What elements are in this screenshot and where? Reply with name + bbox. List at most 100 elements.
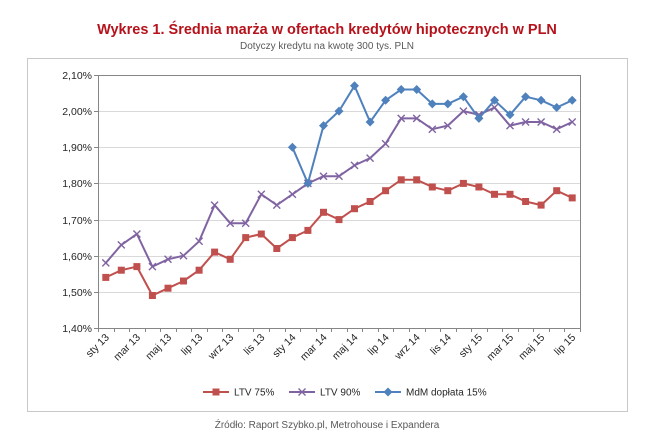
- y-tick-label: 1,70%: [62, 215, 92, 227]
- x-tick-label: lis 13: [242, 332, 268, 358]
- data-point-mdm-doplata-15: [427, 99, 437, 109]
- data-point-ltv-90: [443, 121, 452, 130]
- gridlines: [98, 75, 581, 329]
- data-point-ltv-90: [257, 190, 266, 199]
- data-point-ltv-90: [132, 230, 141, 238]
- data-point-ltv-75: [148, 292, 156, 299]
- data-point-ltv-90: [210, 201, 219, 210]
- data-point-ltv-90: [179, 251, 188, 260]
- data-point-ltv-75: [133, 263, 141, 271]
- data-point-mdm-doplata-15: [567, 95, 577, 105]
- data-point-ltv-90: [319, 172, 328, 181]
- source-note: Źródło: Raport Szybko.pl, Metrohouse i E…: [215, 418, 440, 431]
- data-point-ltv-75: [413, 176, 421, 184]
- data-point-ltv-90: [272, 201, 281, 210]
- data-point-ltv-90: [490, 103, 499, 112]
- data-point-ltv-75: [242, 234, 250, 242]
- data-point-ltv-90: [568, 118, 577, 126]
- y-tick-label: 1,50%: [62, 287, 92, 299]
- chart-subtitle: Dotyczy kredytu na kwotę 300 tys. PLN: [240, 41, 414, 52]
- legend-item-ltv-90: LTV 90%: [289, 388, 360, 399]
- series-line-ltv-90: [104, 106, 574, 268]
- y-tick-label: 1,40%: [62, 323, 92, 335]
- chart-title: Wykres 1. Średnia marża w ofertach kredy…: [97, 20, 557, 38]
- data-point-ltv-75: [506, 190, 514, 198]
- data-point-ltv-75: [568, 194, 576, 202]
- legend-marker: [212, 388, 220, 396]
- plot-area: [98, 75, 581, 329]
- data-point-mdm-doplata-15: [287, 142, 297, 152]
- data-point-ltv-90: [350, 161, 359, 170]
- data-point-ltv-90: [506, 121, 514, 130]
- legend-item-mdm-doplata-15: MdM dopłata 15%: [375, 387, 487, 399]
- data-point-ltv-90: [397, 114, 406, 123]
- y-tick-label: 1,80%: [62, 178, 92, 190]
- data-point-ltv-90: [288, 190, 297, 199]
- data-point-ltv-75: [226, 255, 234, 263]
- data-point-ltv-75: [180, 277, 187, 285]
- x-tick-label: maj 14: [330, 332, 361, 363]
- x-tick-label: lip 14: [365, 332, 391, 358]
- data-point-ltv-90: [459, 107, 468, 116]
- data-point-ltv-75: [288, 234, 296, 242]
- data-point-mdm-doplata-15: [552, 103, 562, 112]
- series: [101, 81, 577, 299]
- data-point-mdm-doplata-15: [521, 92, 531, 102]
- data-point-mdm-doplata-15: [303, 178, 313, 188]
- x-tick-label: wrz 13: [205, 332, 236, 363]
- data-point-ltv-75: [491, 190, 498, 198]
- legend-item-ltv-75: LTV 75%: [203, 388, 274, 399]
- data-point-ltv-75: [351, 205, 358, 213]
- data-point-ltv-90: [226, 219, 235, 228]
- data-point-ltv-75: [382, 187, 390, 195]
- data-point-mdm-doplata-15: [381, 95, 391, 105]
- x-tick-label: sty 14: [270, 332, 298, 360]
- y-tick-label: 2,10%: [62, 70, 92, 82]
- data-point-ltv-90: [428, 125, 437, 134]
- data-point-mdm-doplata-15: [505, 110, 515, 120]
- data-point-ltv-75: [428, 183, 436, 191]
- data-point-ltv-90: [381, 139, 390, 148]
- data-point-ltv-90: [117, 240, 126, 249]
- x-tick-label: sty 13: [84, 332, 112, 360]
- data-point-ltv-75: [117, 266, 125, 274]
- data-point-ltv-90: [537, 118, 546, 126]
- data-point-ltv-75: [195, 266, 203, 274]
- x-axis: sty 13 mar 13 maj 13 lip 13 wrz 13 lis 13 sty …: [84, 328, 581, 363]
- data-point-mdm-doplata-15: [474, 113, 484, 123]
- data-point-ltv-75: [304, 226, 312, 234]
- data-point-ltv-75: [444, 187, 452, 195]
- data-point-ltv-90: [521, 118, 530, 126]
- data-point-mdm-doplata-15: [365, 117, 375, 127]
- data-point-ltv-90: [164, 255, 172, 264]
- data-point-ltv-90: [366, 154, 375, 163]
- x-tick-label: lip 13: [179, 332, 205, 358]
- data-point-ltv-75: [537, 201, 545, 209]
- data-point-ltv-75: [522, 198, 530, 205]
- data-point-ltv-90: [101, 258, 110, 267]
- x-tick-label: lip 15: [552, 332, 578, 358]
- x-tick-label: sty 15: [457, 332, 485, 360]
- series-line-ltv-75: [104, 178, 574, 297]
- data-point-mdm-doplata-15: [458, 92, 468, 102]
- data-point-ltv-75: [335, 216, 343, 224]
- legend-marker: [383, 387, 393, 397]
- y-axis: 1,40% 1,50% 1,60% 1,70% 1,80% 1,90% 2,00% 2,10%: [62, 70, 98, 335]
- legend-label: LTV 75%: [234, 388, 274, 399]
- data-point-ltv-75: [320, 208, 327, 216]
- data-point-ltv-75: [459, 179, 467, 187]
- x-tick-label: maj 13: [143, 332, 174, 363]
- legend-marker: [298, 388, 306, 396]
- x-tick-label: maj 15: [516, 332, 547, 363]
- data-point-ltv-75: [273, 245, 281, 252]
- data-point-mdm-doplata-15: [334, 106, 344, 116]
- data-point-mdm-doplata-15: [396, 85, 406, 94]
- data-point-ltv-75: [475, 183, 483, 191]
- data-point-ltv-90: [195, 237, 204, 246]
- x-tick-label: mar 14: [298, 332, 330, 364]
- data-point-ltv-75: [102, 273, 110, 281]
- legend-label: MdM dopłata 15%: [406, 388, 487, 399]
- data-point-ltv-90: [335, 172, 343, 181]
- y-tick-label: 2,00%: [62, 106, 92, 118]
- data-point-ltv-75: [164, 284, 172, 292]
